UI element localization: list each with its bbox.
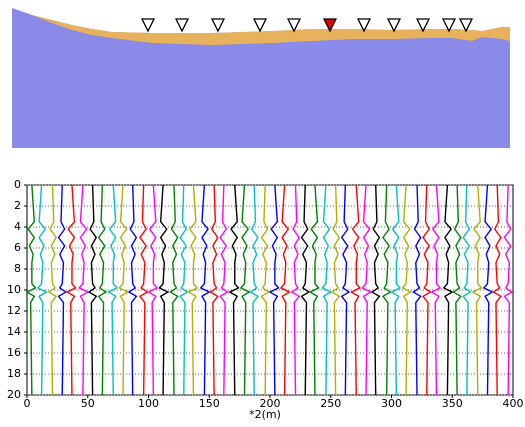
y-tick-label: 18 — [7, 367, 21, 380]
trace — [87, 184, 98, 396]
trace — [219, 184, 229, 396]
trace — [321, 184, 333, 396]
trace — [118, 184, 130, 396]
trace — [147, 184, 159, 396]
x-tick-label: 50 — [81, 397, 95, 410]
trace — [482, 184, 494, 396]
trace — [158, 184, 170, 396]
source — [322, 18, 338, 33]
trace — [370, 184, 381, 396]
trace — [349, 184, 362, 396]
trace — [330, 184, 341, 396]
trace — [138, 184, 149, 396]
y-tick-label: 16 — [7, 346, 21, 359]
y-tick-label: 10 — [7, 283, 21, 296]
y-tick-label: 8 — [14, 262, 21, 275]
trace — [179, 184, 189, 396]
x-tick-label: 100 — [138, 397, 159, 410]
trace — [361, 184, 373, 396]
receiver — [174, 18, 190, 33]
trace — [249, 184, 259, 396]
trace — [47, 184, 58, 396]
trace — [268, 184, 280, 396]
trace — [503, 184, 514, 396]
trace — [340, 184, 351, 396]
receiver — [286, 18, 302, 33]
receiver — [386, 18, 402, 33]
trace — [290, 184, 301, 396]
y-tick-label: 20 — [7, 388, 21, 401]
y-tick-label: 0 — [14, 178, 21, 191]
receiver — [415, 18, 431, 33]
receiver — [140, 18, 156, 33]
trace — [430, 184, 442, 396]
trace — [209, 184, 219, 396]
x-tick-label: 150 — [199, 397, 220, 410]
trace — [401, 184, 413, 396]
x-tick-label: 300 — [381, 397, 402, 410]
x-tick-label: 0 — [24, 397, 31, 410]
y-tick-label: 12 — [7, 304, 21, 317]
trace — [308, 184, 320, 396]
trace — [300, 184, 311, 396]
trace — [492, 184, 502, 396]
trace — [422, 184, 432, 396]
trace — [187, 184, 199, 396]
trace — [127, 184, 138, 396]
x-tick-label: 250 — [320, 397, 341, 410]
trace — [471, 184, 483, 396]
trace — [390, 184, 402, 396]
trace — [65, 184, 77, 396]
trace — [36, 184, 48, 396]
receiver — [210, 18, 226, 33]
trace — [228, 184, 240, 396]
y-tick-label: 2 — [14, 199, 21, 212]
trace — [462, 184, 472, 396]
trace — [97, 184, 108, 396]
trace — [412, 184, 422, 396]
trace — [106, 184, 119, 396]
trace — [25, 184, 37, 396]
weathered-layer — [12, 8, 510, 45]
trace — [169, 184, 179, 396]
receiver — [356, 18, 372, 33]
trace — [78, 184, 90, 396]
receiver — [252, 18, 268, 33]
x-tick-label: 350 — [442, 397, 463, 410]
x-axis-label: *2(m) — [249, 408, 281, 421]
y-tick-label: 4 — [14, 220, 21, 233]
trace — [57, 184, 68, 396]
trace — [442, 184, 454, 396]
trace — [239, 184, 251, 396]
y-tick-label: 6 — [14, 241, 21, 254]
x-tick-label: 400 — [503, 397, 524, 410]
trace — [279, 184, 291, 396]
trace — [199, 184, 211, 396]
receiver — [458, 18, 474, 33]
trace — [381, 184, 392, 396]
trace — [452, 184, 462, 396]
y-tick-label: 14 — [7, 325, 21, 338]
x-tick-label: 200 — [260, 397, 281, 410]
trace — [260, 184, 271, 396]
receiver — [441, 18, 457, 33]
